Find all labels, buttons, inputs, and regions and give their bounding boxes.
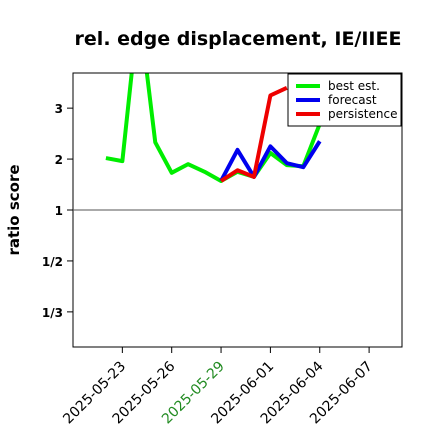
y-tick-label: 1/2: [42, 255, 63, 269]
chart-title: rel. edge displacement, IE/IIEE: [75, 28, 402, 50]
y-tick-label: 1: [55, 204, 63, 218]
series-line: [219, 140, 322, 182]
y-axis-label: ratio score: [5, 164, 23, 255]
y-tick-label: 3: [55, 102, 63, 116]
legend-label: persistence: [328, 107, 397, 121]
y-tick-label: 1/3: [42, 306, 63, 320]
legend-label: forecast: [328, 93, 377, 107]
y-tick-label: 2: [55, 153, 63, 167]
legend-label: best est.: [328, 79, 380, 93]
series-line: [219, 85, 288, 183]
plot-area: [105, 73, 322, 183]
